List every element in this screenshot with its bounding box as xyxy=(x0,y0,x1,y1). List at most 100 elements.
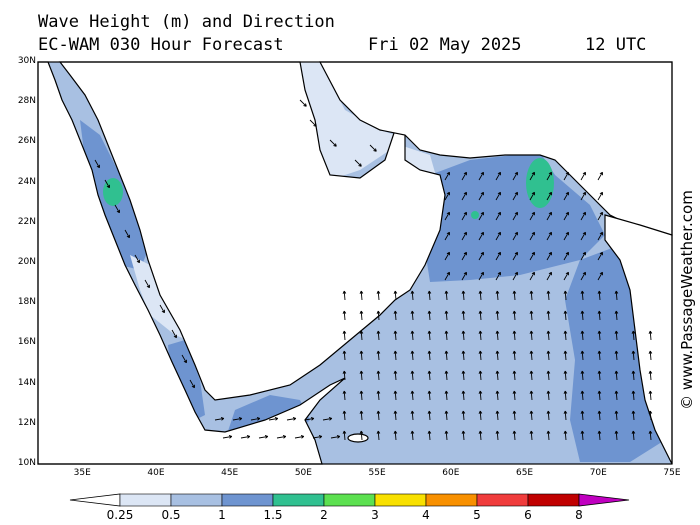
wave-arrow xyxy=(393,370,398,381)
wave-arrow xyxy=(410,290,415,301)
wave-arrow xyxy=(546,370,551,381)
wave-arrow xyxy=(427,390,432,401)
map-title: Wave Height (m) and Direction xyxy=(38,12,335,32)
wave-arrow xyxy=(478,251,484,261)
wave-arrow xyxy=(512,430,517,441)
wave-arrow xyxy=(309,119,317,127)
wave-arrow xyxy=(410,430,415,441)
wave-arrow xyxy=(597,310,602,321)
legend-label: 2 xyxy=(320,508,328,522)
wave-arrow xyxy=(597,251,603,261)
wave-arrow xyxy=(222,435,233,439)
wave-arrow xyxy=(512,310,517,321)
wave-arrow xyxy=(580,430,585,441)
wave-arrow xyxy=(268,417,279,421)
wave-arrow xyxy=(171,329,177,339)
wave-arrow xyxy=(563,310,568,321)
wave-arrow xyxy=(444,290,449,301)
lat-label: 16N xyxy=(17,337,36,348)
legend-swatch xyxy=(476,493,529,507)
legend-swatch xyxy=(272,493,325,507)
wave-arrow xyxy=(393,290,398,301)
wave-arrow xyxy=(580,410,585,421)
wave-arrow xyxy=(529,171,535,181)
wave-arrow xyxy=(648,430,653,441)
wave-arrow xyxy=(529,271,535,281)
wave-arrow xyxy=(495,330,500,341)
wave-arrow xyxy=(631,370,636,381)
wave-arrow xyxy=(563,410,568,421)
wave-arrow xyxy=(461,171,467,181)
wave-arrow xyxy=(495,310,500,321)
wave-arrow xyxy=(359,350,364,361)
wave-arrow xyxy=(546,191,552,201)
wave-arrow xyxy=(529,330,534,341)
legend-label: 3 xyxy=(371,508,379,522)
wave-arrow xyxy=(546,251,552,261)
wave-arrow xyxy=(444,370,449,381)
wave-arrow xyxy=(444,330,449,341)
wave-arrow xyxy=(529,290,534,301)
wave-arrow xyxy=(563,191,569,201)
lon-label: 50E xyxy=(294,468,312,478)
wave-arrow xyxy=(614,290,619,301)
wave-arrow xyxy=(563,231,569,241)
wave-arrow xyxy=(114,204,120,214)
lon-label: 65E xyxy=(515,468,534,478)
wave-arrow xyxy=(330,435,341,439)
legend-swatch xyxy=(119,493,172,507)
wave-arrow xyxy=(444,191,450,201)
wave-arrow xyxy=(478,231,484,241)
wave-arrow xyxy=(495,191,501,201)
legend-label: 5 xyxy=(473,508,481,522)
forecast-date: Fri 02 May 2025 xyxy=(368,35,522,55)
wave-arrow xyxy=(495,231,501,241)
wave-arrow xyxy=(461,211,467,221)
legend-high-arrow xyxy=(578,493,630,507)
wave-arrow xyxy=(648,370,653,381)
wave-arrow xyxy=(461,350,466,361)
wave-arrow xyxy=(427,350,432,361)
wave-arrow xyxy=(512,330,517,341)
wave-arrow xyxy=(512,350,517,361)
wave-arrow xyxy=(444,271,450,281)
wave-arrow xyxy=(597,171,603,181)
wave-arrow xyxy=(648,410,653,421)
wave-arrow xyxy=(359,310,364,321)
wave-arrow xyxy=(580,370,585,381)
wave-arrow xyxy=(478,370,483,381)
lon-label: 55E xyxy=(368,468,386,478)
wave-arrow xyxy=(134,254,140,264)
wave-arrow xyxy=(631,430,636,441)
wave-arrow xyxy=(597,290,602,301)
lat-label: 18N xyxy=(17,297,36,308)
lat-label: 20N xyxy=(17,257,36,267)
wave-arrow xyxy=(444,350,449,361)
wave-arrow xyxy=(512,231,518,241)
wave-arrow xyxy=(376,390,381,401)
wave-arrow xyxy=(546,271,552,281)
wave-arrow xyxy=(648,390,653,401)
wave-arrow xyxy=(232,417,243,421)
wave-arrow xyxy=(444,430,449,441)
wave-arrow xyxy=(393,410,398,421)
wave-arrow xyxy=(478,350,483,361)
map-frame xyxy=(37,61,673,465)
wave-arrow xyxy=(240,435,251,439)
wave-arrow xyxy=(461,290,466,301)
wave-arrow xyxy=(359,430,364,441)
wave-arrow xyxy=(495,211,501,221)
wave-arrow xyxy=(359,330,364,341)
wave-arrow xyxy=(214,417,225,421)
wave-arrow xyxy=(322,417,333,421)
wave-arrow xyxy=(410,310,415,321)
wave-arrow xyxy=(495,390,500,401)
wave-arrow xyxy=(597,350,602,361)
wave-arrow xyxy=(376,310,381,321)
wave-arrow xyxy=(427,310,432,321)
wave-arrow xyxy=(342,350,347,361)
lon-label: 60E xyxy=(442,468,460,478)
wave-arrow xyxy=(495,290,500,301)
wave-arrow xyxy=(376,370,381,381)
wave-arrow xyxy=(444,211,450,221)
